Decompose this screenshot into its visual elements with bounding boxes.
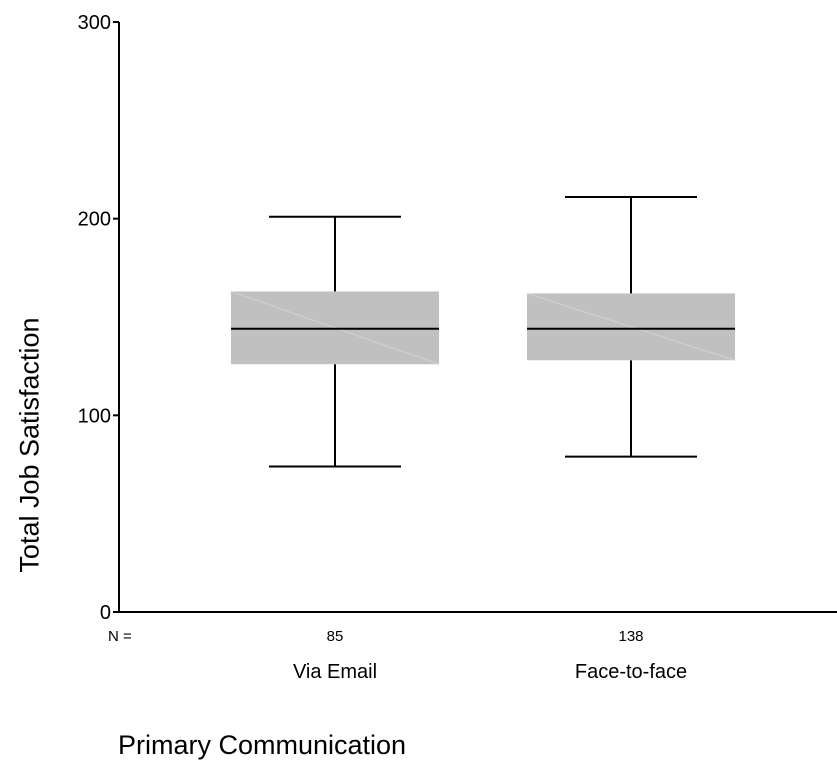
y-tick-label-100: 100	[78, 405, 111, 427]
box-diagonal	[526, 292, 736, 361]
box-group-0: 85 Via Email	[230, 215, 440, 683]
y-tick-label-300: 300	[78, 12, 111, 34]
n-value: 138	[618, 628, 643, 645]
n-value: 85	[327, 628, 344, 645]
box-group-1: 138 Face-to-face	[526, 196, 736, 683]
n-label: N =	[108, 628, 132, 645]
category-label: Via Email	[293, 661, 377, 683]
x-axis-title: Primary Communication	[118, 730, 407, 760]
category-label: Face-to-face	[575, 661, 687, 683]
y-tick-label-200: 200	[78, 209, 111, 231]
y-tick-label-0: 0	[100, 602, 111, 624]
